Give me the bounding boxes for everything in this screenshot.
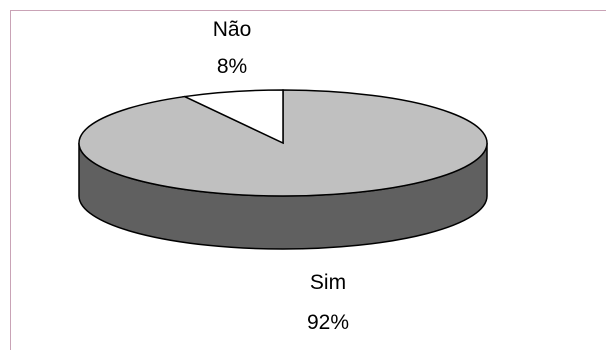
chart-area: Não 8% Sim 92% xyxy=(10,10,606,350)
pie-chart: Não 8% Sim 92% xyxy=(78,18,488,334)
chart-frame xyxy=(10,10,606,350)
slice-label-sim: Sim xyxy=(310,271,346,294)
slice-value-label-sim: 92% xyxy=(307,311,349,334)
pie-slice-nao xyxy=(182,89,284,145)
slice-value-label-nao: 8% xyxy=(217,55,247,78)
slice-label-nao: Não xyxy=(213,18,252,41)
